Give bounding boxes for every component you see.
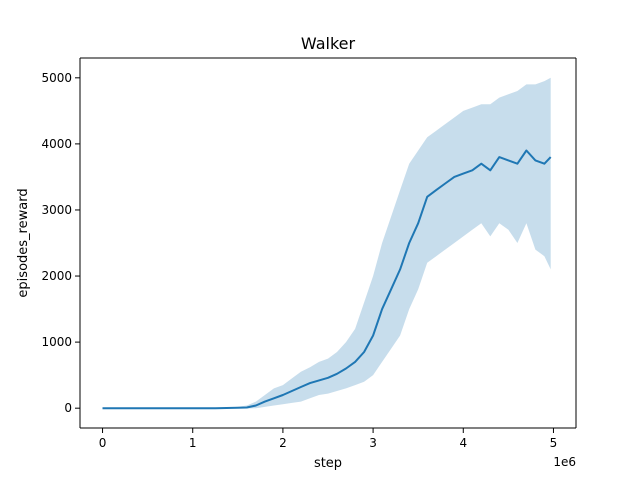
x-tick-label: 0 <box>99 436 107 450</box>
axes-frame <box>79 57 577 429</box>
confidence-band <box>102 77 551 409</box>
y-axis-label: episodes_reward <box>16 188 31 297</box>
y-axis-ticks: 0 1000 2000 3000 4000 5000 <box>41 71 80 415</box>
y-tick-label: 1000 <box>41 335 72 349</box>
x-axis-offset-label: 1e6 <box>553 455 576 469</box>
x-tick-label: 2 <box>279 436 287 450</box>
x-axis-ticks: 0 1 2 3 4 5 <box>99 428 558 450</box>
chart-title: Walker <box>301 34 356 53</box>
x-tick-label: 4 <box>459 436 467 450</box>
x-tick-label: 1 <box>189 436 197 450</box>
x-tick-label: 5 <box>550 436 558 450</box>
y-tick-label: 5000 <box>41 71 72 85</box>
plot-area <box>102 77 552 410</box>
x-axis-label: step <box>314 456 342 471</box>
y-tick-label: 3000 <box>41 203 72 217</box>
series-line <box>102 149 552 410</box>
y-tick-label: 0 <box>64 401 72 415</box>
x-tick-label: 3 <box>369 436 377 450</box>
y-tick-label: 2000 <box>41 269 72 283</box>
y-tick-label: 4000 <box>41 137 72 151</box>
